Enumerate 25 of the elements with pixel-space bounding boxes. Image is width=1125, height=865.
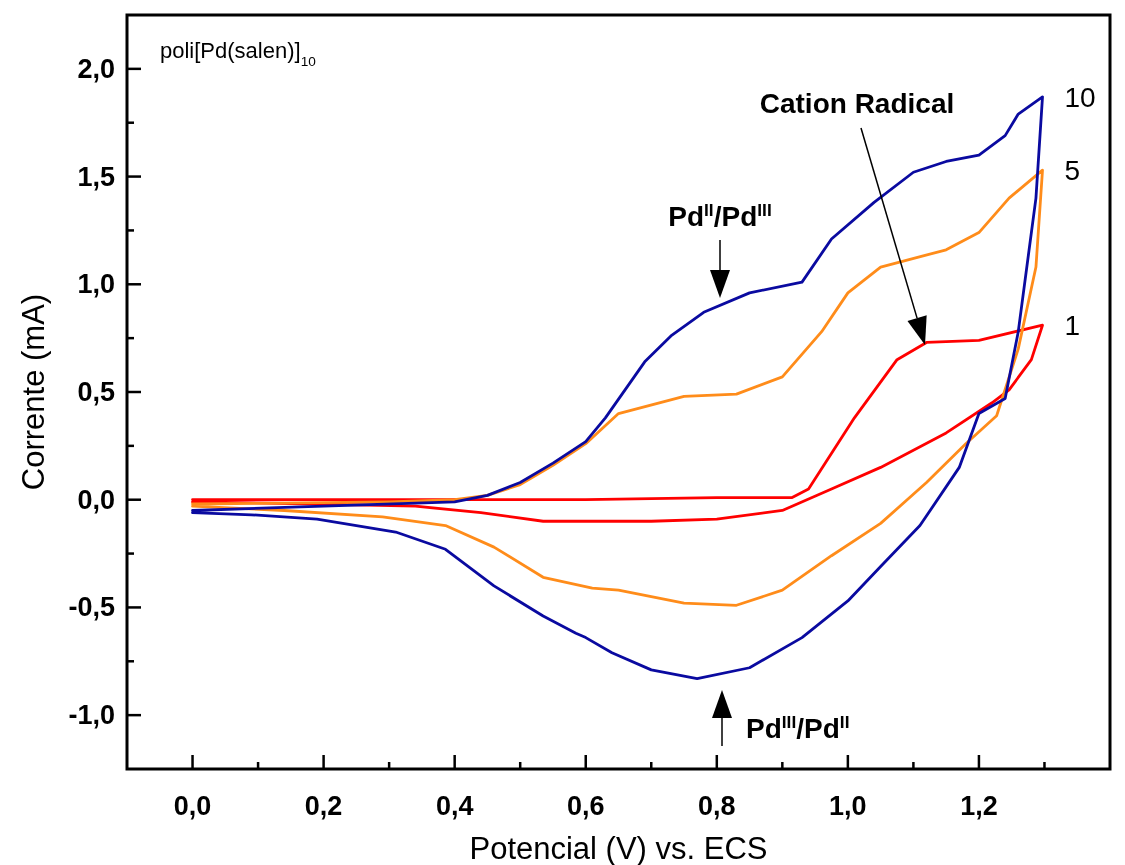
line-series: [191, 168, 1044, 607]
y-tick-label: 1,0: [77, 269, 115, 300]
line-series: [191, 95, 1044, 680]
annotation: Pd$^{III}$/Pd$^{II}$: [746, 712, 850, 744]
x-tick-label: 0,8: [698, 791, 736, 821]
series-label: 5: [1064, 155, 1081, 187]
y-tick-label: 2,0: [77, 53, 115, 84]
annotation: poli[Pd(salen)]$_{10}$: [160, 38, 317, 69]
x-tick-label: 0,0: [173, 791, 212, 821]
x-tick-label: 1,0: [829, 791, 867, 821]
y-tick-label: 1,5: [77, 161, 115, 192]
y-tick-label: 0,5: [77, 377, 115, 407]
annotation: Cation Radical: [759, 88, 955, 119]
x-tick-label: 0,2: [304, 791, 343, 821]
x-axis-title: Potencial (V) vs. ECS: [469, 831, 768, 865]
series-label: 1: [1064, 310, 1081, 342]
x-tick-label: 0,6: [566, 791, 605, 821]
y-tick-label: -0,5: [68, 592, 115, 623]
y-axis-title: Corrente (mA): [16, 293, 51, 491]
x-tick-label: 0,4: [435, 791, 474, 821]
x-tick-label: 1,2: [960, 791, 998, 821]
annotation: Pd$^{II}$/Pd$^{III}$: [668, 200, 772, 232]
series-label: 10: [1064, 81, 1096, 113]
y-tick-label: 0,0: [77, 484, 115, 515]
y-tick-label: -1,0: [68, 700, 115, 731]
